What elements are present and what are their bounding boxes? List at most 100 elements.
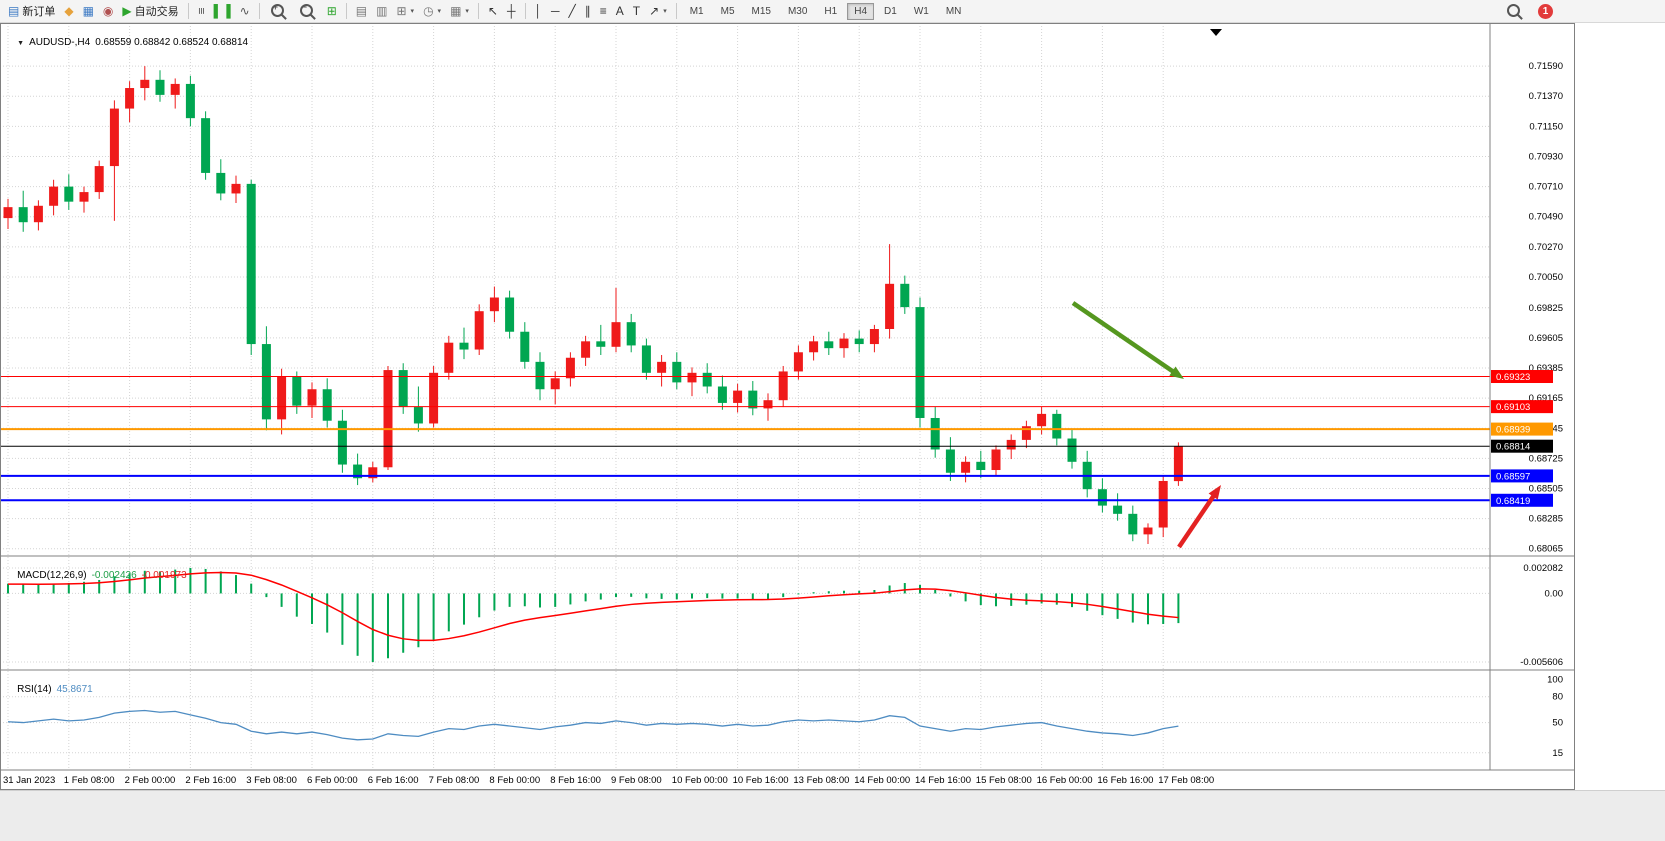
bar-chart-button[interactable]: ≡ <box>194 1 209 22</box>
candle <box>1143 523 1153 544</box>
candle <box>201 111 211 180</box>
candle <box>79 186 89 213</box>
candle <box>854 330 864 353</box>
candle <box>474 304 484 356</box>
candle <box>930 407 940 458</box>
candle <box>1173 442 1183 486</box>
rsi-line <box>7 709 1179 741</box>
timeframe-m5-button[interactable]: M5 <box>720 5 735 17</box>
timeframe-m1-button[interactable]: M1 <box>689 5 704 17</box>
templates-button[interactable]: ▦ ▾ <box>446 1 473 22</box>
candle <box>231 175 241 204</box>
price-tick-label: 0.70490 <box>1529 212 1563 223</box>
time-label: 9 Feb 08:00 <box>611 775 662 786</box>
trendline-icon: ╱ <box>568 4 576 18</box>
rsi-tick-label: 15 <box>1552 748 1563 759</box>
notification-badge[interactable]: 1 <box>1538 3 1553 19</box>
candle <box>596 324 606 356</box>
candle <box>1097 478 1107 513</box>
magnifier-sign: + <box>272 1 278 12</box>
channel-button[interactable]: ∥ <box>581 1 595 22</box>
candle <box>1006 434 1016 460</box>
text-label-button[interactable]: T <box>629 1 644 22</box>
timeframe-mn-button[interactable]: MN <box>945 5 962 17</box>
candle <box>246 179 256 356</box>
arrow-object-icon: ↗ <box>649 4 660 18</box>
bar-chart-icon: ≡ <box>194 7 209 15</box>
time-label: 2 Feb 16:00 <box>185 775 236 786</box>
horizontal-line-icon: ─ <box>551 4 560 18</box>
line-chart-button[interactable]: ∿ <box>236 1 254 22</box>
candle <box>216 159 226 201</box>
timeframe-h1-button[interactable]: H1 <box>824 5 838 17</box>
timeframe-h4-button[interactable]: H4 <box>847 2 875 20</box>
time-label: 8 Feb 00:00 <box>489 775 540 786</box>
candle <box>1113 493 1123 521</box>
zoom-in-button[interactable]: + <box>265 1 293 22</box>
dropdown-arrow-icon: ▾ <box>410 8 415 15</box>
autotrading-button[interactable]: ▶ 自动交易 <box>118 1 182 22</box>
vertical-line-button[interactable]: │ <box>531 1 547 22</box>
timeframe-m30-button[interactable]: M30 <box>787 5 808 17</box>
svg-text:0.69103: 0.69103 <box>1496 402 1530 413</box>
price-tag: 0.68597 <box>1491 469 1553 483</box>
candle <box>1082 450 1092 498</box>
candle-chart-button[interactable]: ▌▐ <box>210 1 235 22</box>
candle <box>49 179 59 216</box>
svg-text:0.68814: 0.68814 <box>1496 442 1530 453</box>
new-order-button[interactable]: ▤ 新订单 <box>4 1 59 22</box>
text-label-icon: T <box>632 4 641 18</box>
timeframe-d1-button[interactable]: D1 <box>884 5 897 17</box>
candle <box>322 378 332 428</box>
zoom-out-button[interactable]: − <box>294 1 322 22</box>
crosshair-button[interactable]: ┼ <box>503 1 520 22</box>
candle <box>945 437 955 481</box>
rsi-tick-label: 100 <box>1547 674 1563 685</box>
timeframe-m15-button[interactable]: M15 <box>751 5 771 17</box>
data-window-button[interactable]: ▦ <box>79 1 98 22</box>
chart-canvas: 31 Jan 2023 1 Feb 08:00 2 Feb 00:00 2 Feb 1… <box>0 23 1575 790</box>
shift-marker-icon[interactable] <box>1210 29 1222 36</box>
time-label: 31 Jan 2023 <box>3 775 55 786</box>
downtrend-arrow-head[interactable] <box>1169 366 1184 379</box>
candle <box>398 363 408 414</box>
macd-tick-label: 0.002082 <box>1523 563 1563 574</box>
candle-chart-icon: ▌▐ <box>213 4 231 18</box>
navigator-button[interactable]: ◉ <box>99 1 117 22</box>
candle <box>778 365 788 408</box>
time-label: 10 Feb 16:00 <box>733 775 789 786</box>
timeframe-w1-button[interactable]: W1 <box>913 5 929 17</box>
price-tick-label: 0.68725 <box>1529 453 1563 464</box>
search-button[interactable] <box>1501 1 1529 22</box>
price-tick-label: 0.71150 <box>1529 121 1563 132</box>
price-tag: 0.68814 <box>1491 439 1553 453</box>
candle <box>869 324 879 353</box>
arrows-button[interactable]: ↗ ▾ <box>645 1 671 22</box>
time-label: 7 Feb 08:00 <box>429 775 480 786</box>
data-window-icon: ▦ <box>82 4 94 18</box>
downtrend-arrow[interactable] <box>1071 301 1176 375</box>
cursor-button[interactable]: ↖ <box>484 1 502 22</box>
tile-vertical-button[interactable]: ▥ <box>372 1 391 22</box>
periods-button[interactable]: ◷ ▾ <box>419 1 445 22</box>
price-tick-label: 0.69385 <box>1529 363 1563 374</box>
time-label: 14 Feb 16:00 <box>915 775 971 786</box>
new-chart-button[interactable]: ⊞ ▾ <box>392 1 418 22</box>
bounce-arrow-head[interactable] <box>1208 485 1221 500</box>
cascade-windows-button[interactable]: ▤ <box>352 1 371 22</box>
trendline-button[interactable]: ╱ <box>565 1 580 22</box>
magnifier-icon: + <box>270 1 284 17</box>
fibonacci-icon: ≡ <box>599 4 607 18</box>
macd-signal-line <box>8 571 1179 642</box>
crosshair-icon: ┼ <box>506 4 516 18</box>
candle <box>170 78 180 109</box>
candle <box>885 244 895 339</box>
fibonacci-button[interactable]: ≡ <box>596 1 611 22</box>
symbols-button[interactable]: ◆ <box>60 1 77 22</box>
dropdown-arrow-icon: ▾ <box>465 8 469 15</box>
bounce-arrow[interactable] <box>1177 493 1217 549</box>
horizontal-line-button[interactable]: ─ <box>547 1 564 22</box>
toolbar-separator <box>524 3 526 19</box>
tile-windows-button[interactable]: ⊞ <box>323 1 341 22</box>
text-button[interactable]: A <box>612 1 628 22</box>
